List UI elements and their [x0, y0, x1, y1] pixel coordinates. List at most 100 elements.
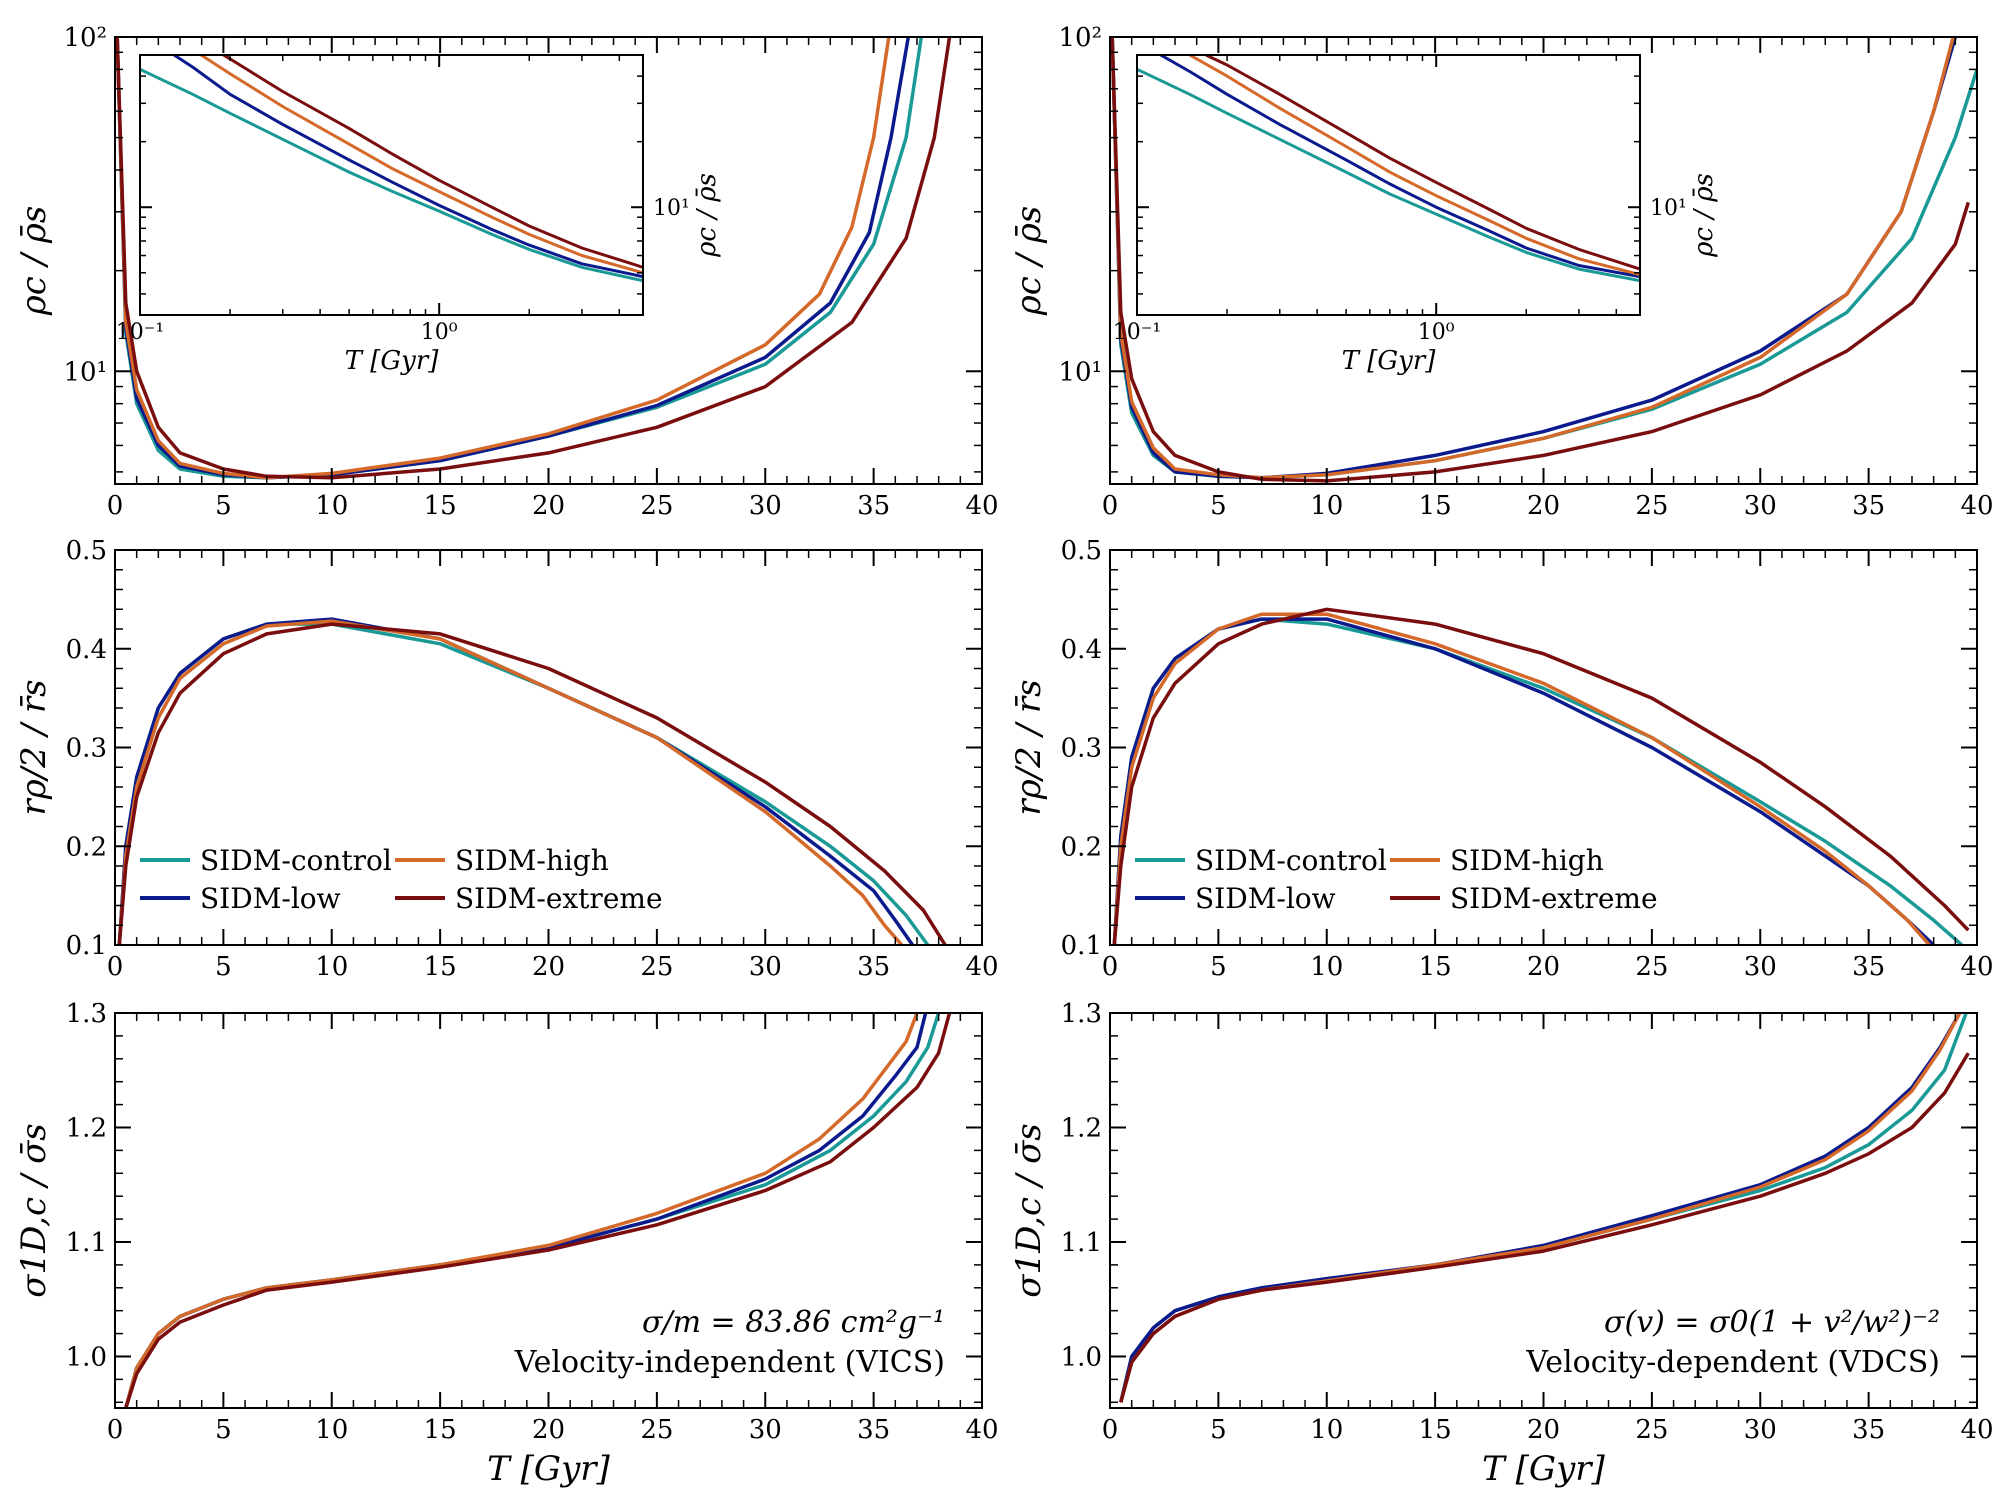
x-tick-label: 0 [107, 491, 124, 521]
series-line-sidm-high [200, 55, 643, 275]
x-tick-label: 10 [1310, 491, 1343, 521]
series-line-sidm-control [1119, 1013, 1968, 1403]
x-tick-label: 10⁰ [1418, 320, 1455, 345]
x-tick-label: 0 [1102, 491, 1119, 521]
series-line-sidm-high [1188, 55, 1640, 277]
panel-inset-vics: 10⁻¹ 10⁰ 10¹ T [Gyr] ρc / ρ̄s [116, 54, 722, 376]
x-tick-label: 40 [965, 491, 998, 521]
x-tick-label: 40 [965, 1415, 998, 1445]
y-tick-label: 1.3 [1061, 999, 1102, 1029]
inset-y-axis-label: ρc / ρ̄s [1689, 173, 1719, 258]
series-line-sidm-low [1119, 1013, 1962, 1403]
y-tick-label: 0.1 [1061, 931, 1102, 961]
x-tick-label: 15 [424, 952, 457, 982]
y-tick-label: 0.4 [1061, 635, 1102, 665]
x-tick-label: 30 [1744, 491, 1777, 521]
x-tick-label: 25 [640, 952, 673, 982]
panel-sigma-vics: 0 5 10 15 20 25 30 35 40 1.0 1.1 1.2 1.3 σ1D,c / σ̄s T… [14, 999, 999, 1489]
x-tick-label: 20 [1527, 1415, 1560, 1445]
series-line-sidm-low [173, 55, 643, 279]
inset-background [1137, 55, 1640, 315]
panel-r-vdcs: 0 5 10 15 20 25 30 35 40 0.1 0.2 0.3 0.4 0.5 rρ/2 / r̄… [1009, 536, 1994, 982]
x-tick-label: 5 [215, 952, 232, 982]
series-line-sidm-control [140, 67, 643, 283]
series-line-sidm-extreme [117, 622, 947, 945]
legend-label-extreme: SIDM-extreme [455, 882, 663, 915]
legend-vdcs: SIDM-control SIDM-high SIDM-low SIDM-ext… [1135, 844, 1658, 915]
x-tick-label: 25 [640, 1415, 673, 1445]
y-tick-label: 1.0 [1061, 1342, 1102, 1372]
x-axis-label: T [Gyr] [1482, 1449, 1605, 1489]
inset-background [140, 55, 643, 315]
y-tick-label: 0.2 [66, 832, 107, 862]
inset-x-axis-label: T [Gyr] [345, 346, 440, 376]
series-line-sidm-low [1112, 617, 1935, 945]
y-tick-label: 1.1 [1061, 1228, 1102, 1258]
x-tick-label: 40 [1960, 1415, 1993, 1445]
x-tick-label: 10⁻¹ [1113, 320, 1161, 345]
y-tick-label: 0.2 [1061, 832, 1102, 862]
x-tick-label: 10⁰ [421, 320, 458, 345]
series-line-sidm-extreme [222, 55, 643, 269]
x-tick-label: 5 [1210, 491, 1227, 521]
x-tick-label: 15 [424, 1415, 457, 1445]
axes-frame [139, 54, 644, 316]
x-tick-label: 15 [424, 491, 457, 521]
y-tick-label: 10¹ [63, 357, 107, 387]
legend-label-control: SIDM-control [200, 844, 392, 877]
x-tick-label: 10 [1310, 1415, 1343, 1445]
series-line-sidm-extreme [1119, 1052, 1970, 1403]
x-tick-label: 40 [1960, 952, 1993, 982]
y-tick-label: 10¹ [653, 196, 690, 221]
y-tick-label: 10² [63, 23, 107, 53]
y-tick-label: 10¹ [1650, 196, 1687, 221]
x-tick-label: 5 [1210, 1415, 1227, 1445]
y-tick-label: 1.1 [66, 1228, 107, 1258]
x-tick-label: 10 [315, 1415, 348, 1445]
x-tick-label: 10 [315, 491, 348, 521]
y-tick-label: 0.3 [1061, 734, 1102, 764]
legend-label-low: SIDM-low [200, 882, 341, 915]
x-tick-label: 5 [215, 1415, 232, 1445]
panel-inset-vdcs: 10⁻¹ 10⁰ 10¹ T [Gyr] ρc / ρ̄s [1113, 54, 1719, 376]
x-tick-label: 20 [532, 952, 565, 982]
series-line-sidm-high [124, 1013, 919, 1408]
series-line-sidm-extreme [124, 1013, 952, 1408]
y-tick-label: 0.3 [66, 734, 107, 764]
vdcs-title: Velocity-dependent (VDCS) [1525, 1345, 1940, 1380]
y-axis-label: ρc / ρ̄s [14, 206, 54, 317]
series-line-sidm-low [115, 37, 911, 480]
series-line-sidm-high [1110, 37, 1955, 480]
y-axis-label: rρ/2 / r̄s [14, 679, 54, 815]
y-tick-label: 0.5 [66, 536, 107, 566]
x-tick-label: 25 [1635, 1415, 1668, 1445]
x-tick-label: 0 [107, 952, 124, 982]
legend-vics: SIDM-control SIDM-high SIDM-low SIDM-ext… [140, 844, 663, 915]
vics-title: Velocity-independent (VICS) [514, 1345, 945, 1380]
y-axis-label: σ1D,c / σ̄s [1009, 1123, 1049, 1297]
legend-label-high: SIDM-high [1450, 844, 1604, 877]
y-tick-label: 0.4 [66, 635, 107, 665]
y-tick-label: 0.1 [66, 931, 107, 961]
y-tick-label: 1.2 [66, 1113, 107, 1143]
x-tick-label: 30 [1744, 1415, 1777, 1445]
series-line-sidm-extreme [115, 37, 952, 480]
x-tick-label: 35 [857, 1415, 890, 1445]
legend-label-extreme: SIDM-extreme [1450, 882, 1658, 915]
y-axis-label: ρc / ρ̄s [1009, 206, 1049, 317]
x-tick-label: 25 [1635, 491, 1668, 521]
x-axis-label: T [Gyr] [487, 1449, 610, 1489]
legend-label-low: SIDM-low [1195, 882, 1336, 915]
x-tick-label: 0 [1102, 952, 1119, 982]
vdcs-formula: σ(v) = σ0(1 + v²/w²)⁻² [1604, 1305, 1940, 1340]
y-tick-label: 1.0 [66, 1342, 107, 1372]
series-line-sidm-low [1159, 55, 1640, 279]
x-tick-label: 35 [1852, 952, 1885, 982]
series-line-sidm-control [1137, 67, 1640, 283]
panel-r-vics: 0 5 10 15 20 25 30 35 40 0.1 0.2 0.3 0.4 0.5 rρ/2 / r̄… [14, 536, 999, 982]
x-tick-label: 10 [315, 952, 348, 982]
series-line-sidm-high [1119, 1013, 1962, 1403]
x-tick-label: 15 [1419, 1415, 1452, 1445]
y-axis-label: rρ/2 / r̄s [1009, 679, 1049, 815]
